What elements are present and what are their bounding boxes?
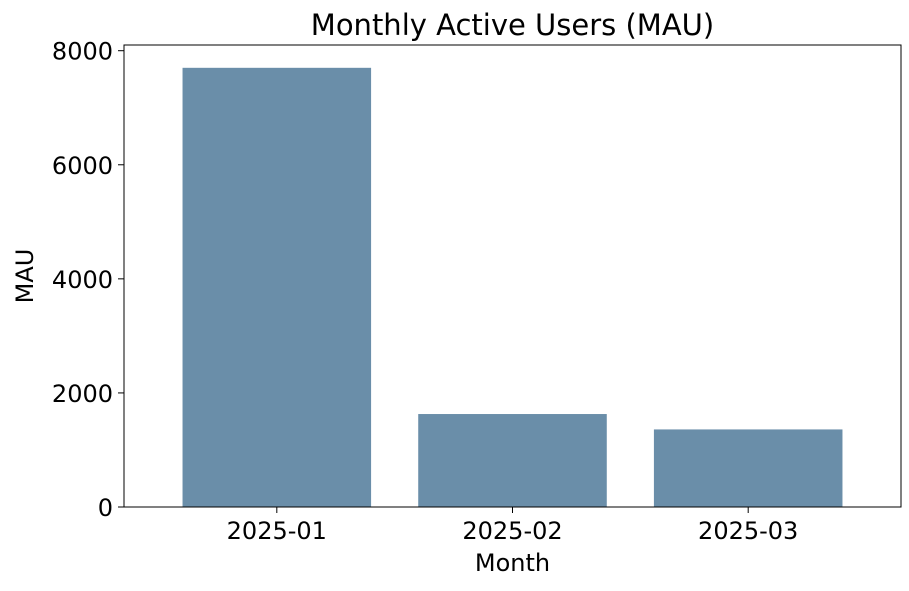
y-tick-label: 8000 xyxy=(52,38,113,66)
x-axis: 2025-01 2025-02 2025-03 xyxy=(227,507,798,545)
x-axis-label: Month xyxy=(475,549,550,577)
chart-title: Monthly Active Users (MAU) xyxy=(311,8,714,42)
y-tick-label: 2000 xyxy=(52,380,113,408)
y-axis: 0 2000 4000 6000 8000 xyxy=(52,38,124,522)
x-tick-label: 2025-02 xyxy=(462,517,562,545)
bars-layer xyxy=(182,67,843,507)
x-tick-label: 2025-03 xyxy=(698,517,798,545)
y-tick-label: 4000 xyxy=(52,266,113,294)
y-tick-label: 0 xyxy=(98,494,113,522)
x-tick-label: 2025-01 xyxy=(227,517,327,545)
bar-2025-01 xyxy=(182,67,372,507)
bar-2025-03 xyxy=(653,429,843,507)
bar-2025-02 xyxy=(418,414,607,507)
y-tick-label: 6000 xyxy=(52,152,113,180)
y-axis-label: MAU xyxy=(11,249,39,304)
